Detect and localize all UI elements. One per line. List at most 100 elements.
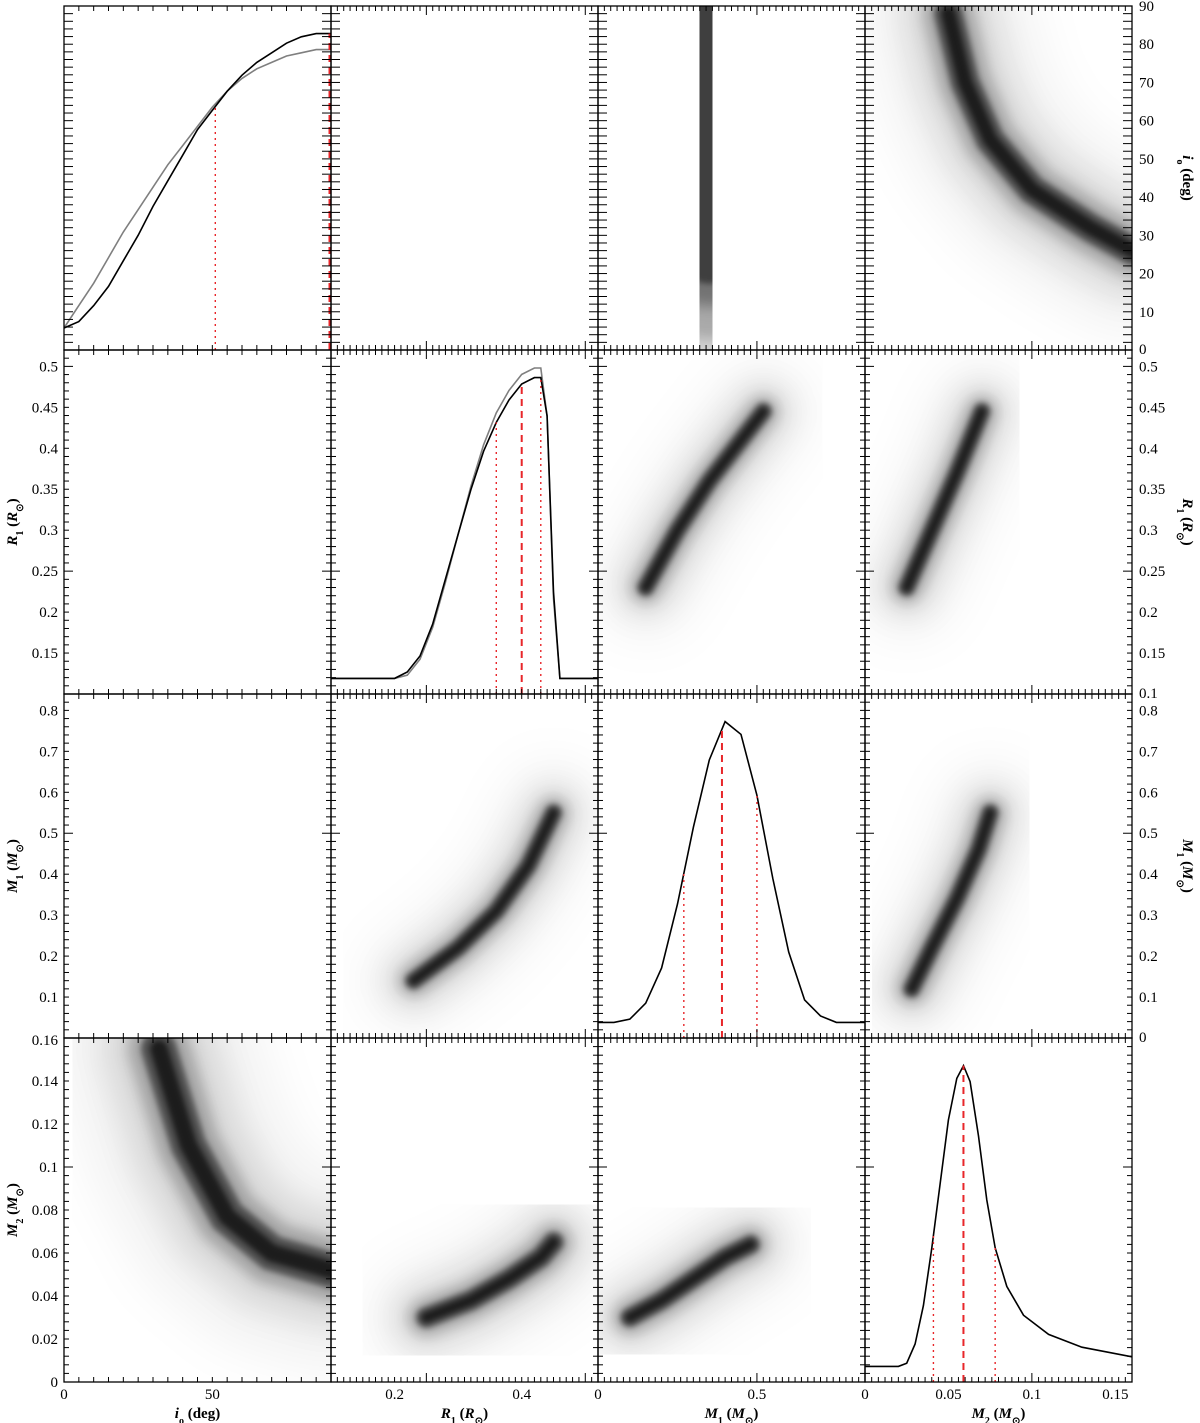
x-tick-label: 0.05	[935, 1387, 961, 1403]
left-tick-label: 0.4	[39, 867, 58, 883]
right-tick-label: 0.1	[1139, 990, 1158, 1006]
x-axis-title-R_1: R1 (R⊙)	[440, 1406, 488, 1423]
marginal-R_1	[331, 367, 598, 694]
left-tick-label: 0.3	[39, 523, 58, 539]
panel-0-2-density-layer	[673, 6, 739, 284]
right-tick-label: 0	[1139, 342, 1147, 358]
panel-i_o-vs-M_1	[598, 6, 865, 350]
right-tick-label: 90	[1139, 0, 1154, 15]
panel-R_1-vs-M_1	[598, 361, 813, 637]
left-tick-label: 0.8	[39, 703, 58, 719]
marginal-M_1	[598, 720, 865, 1038]
right-tick-label: 30	[1139, 228, 1154, 244]
left-tick-label: 0.35	[32, 482, 58, 498]
x-tick-label: 0.5	[748, 1387, 767, 1403]
x-axis-title-M_1: M1 (M⊙)	[704, 1406, 759, 1423]
right-tick-label: 40	[1139, 190, 1154, 206]
x-tick-label: 0.2	[385, 1387, 404, 1403]
panel-M_2-vs-M_1	[598, 1190, 805, 1372]
panel-3-1-density-layer	[421, 1237, 559, 1323]
right-tick-label: 0.4	[1139, 441, 1158, 457]
left-tick-label: 0.06	[32, 1246, 59, 1262]
posterior-curve	[865, 1063, 1132, 1368]
panel-frame	[597, 693, 866, 1039]
right-tick-label: 80	[1139, 37, 1154, 53]
right-tick-label: 50	[1139, 152, 1154, 168]
left-tick-label: 0.5	[39, 359, 58, 375]
x-axis-title-i_o: io (deg)	[175, 1406, 220, 1423]
panel-frame	[63, 5, 332, 351]
right-tick-label: 0.3	[1139, 908, 1158, 924]
left-tick-label: 0.6	[39, 785, 58, 801]
x-tick-label: 0.15	[1102, 1387, 1128, 1403]
panel-i_o-vs-M_2	[867, 6, 1132, 332]
right-tick-label: 0.35	[1139, 482, 1165, 498]
x-axis-title-M_2: M2 (M⊙)	[971, 1406, 1026, 1423]
marginal-i_o	[64, 32, 331, 350]
left-axis-title-M_2: M2 (M⊙)	[5, 1183, 26, 1238]
x-tick-label: 0.4	[512, 1387, 531, 1403]
x-tick-label: 0	[594, 1387, 602, 1403]
panel-2-1-density-layer	[409, 808, 558, 986]
left-tick-label: 0.15	[32, 646, 58, 662]
panel-3-2-density-layer	[625, 1239, 756, 1323]
right-axis-title-R_1: R1 (R⊙)	[1175, 497, 1196, 545]
x-tick-label: 0	[60, 1387, 68, 1403]
posterior-curve	[64, 32, 331, 329]
x-tick-label: 0.1	[1023, 1387, 1042, 1403]
x-tick-label: 0	[861, 1387, 869, 1403]
panel-3-0-density-layer	[150, 1040, 331, 1279]
panel-frame	[63, 693, 332, 1039]
panel-frame	[864, 1037, 1133, 1383]
right-tick-label: 0.15	[1139, 646, 1165, 662]
panel-M_1-vs-R_1	[364, 763, 598, 1031]
left-tick-label: 0.7	[39, 744, 58, 760]
left-tick-label: 0.02	[32, 1332, 58, 1348]
prior-curve	[331, 367, 598, 680]
left-tick-label: 0.2	[39, 605, 58, 621]
right-tick-label: 0.8	[1139, 703, 1158, 719]
panel-2-3-density-layer	[907, 808, 995, 994]
right-axis-title-i_o: io (deg)	[1175, 155, 1196, 200]
right-tick-label: 20	[1139, 267, 1154, 283]
left-tick-label: 0.16	[32, 1033, 59, 1049]
left-tick-label: 0.25	[32, 564, 58, 580]
right-tick-label: 60	[1139, 114, 1154, 130]
panel-frame	[597, 1037, 866, 1383]
panel-R_1-vs-M_2	[865, 361, 1032, 637]
panel-grid	[63, 5, 1133, 1383]
marginal-M_2	[865, 1063, 1132, 1382]
right-tick-label: 0.45	[1139, 400, 1165, 416]
right-tick-label: 0.6	[1139, 785, 1158, 801]
posterior-curve	[331, 376, 598, 680]
right-tick-label: 70	[1139, 75, 1154, 91]
posterior-curve	[598, 720, 865, 1024]
panel-M_1-vs-M_2	[865, 763, 1040, 1038]
right-axis-title-M_1: M1 (M⊙)	[1175, 838, 1196, 893]
left-tick-label: 0.45	[32, 400, 58, 416]
left-tick-label: 0.1	[39, 990, 58, 1006]
panel-M_2-vs-i_o	[64, 1038, 331, 1370]
panel-0-3-density-layer	[941, 6, 1132, 258]
panel-1-2-density-layer	[641, 407, 768, 592]
right-tick-label: 0	[1139, 1030, 1147, 1046]
left-axis-title-M_1: M1 (M⊙)	[5, 839, 26, 894]
right-tick-label: 0.1	[1139, 686, 1158, 702]
left-tick-label: 0.2	[39, 949, 58, 965]
left-tick-label: 0.1	[39, 1160, 58, 1176]
left-tick-label: 0.3	[39, 908, 58, 924]
x-tick-label: 50	[205, 1387, 220, 1403]
left-tick-label: 0.04	[32, 1289, 59, 1305]
axis-labels: 0 50 0.2 0.4 0 0.5 0 0.05 0.1 0.15010203040506070…	[5, 0, 1195, 1423]
panel-1-3-density-layer	[902, 407, 987, 592]
left-tick-label: 0.14	[32, 1074, 59, 1090]
left-tick-label: 0.5	[39, 826, 58, 842]
right-tick-label: 0.5	[1139, 359, 1158, 375]
left-axis-title-R_1: R1 (R⊙)	[5, 498, 26, 546]
panel-M_2-vs-R_1	[367, 1183, 598, 1376]
prior-curve	[64, 48, 331, 329]
left-tick-label: 0.08	[32, 1203, 58, 1219]
left-tick-label: 0.4	[39, 441, 58, 457]
right-tick-label: 10	[1139, 305, 1154, 321]
